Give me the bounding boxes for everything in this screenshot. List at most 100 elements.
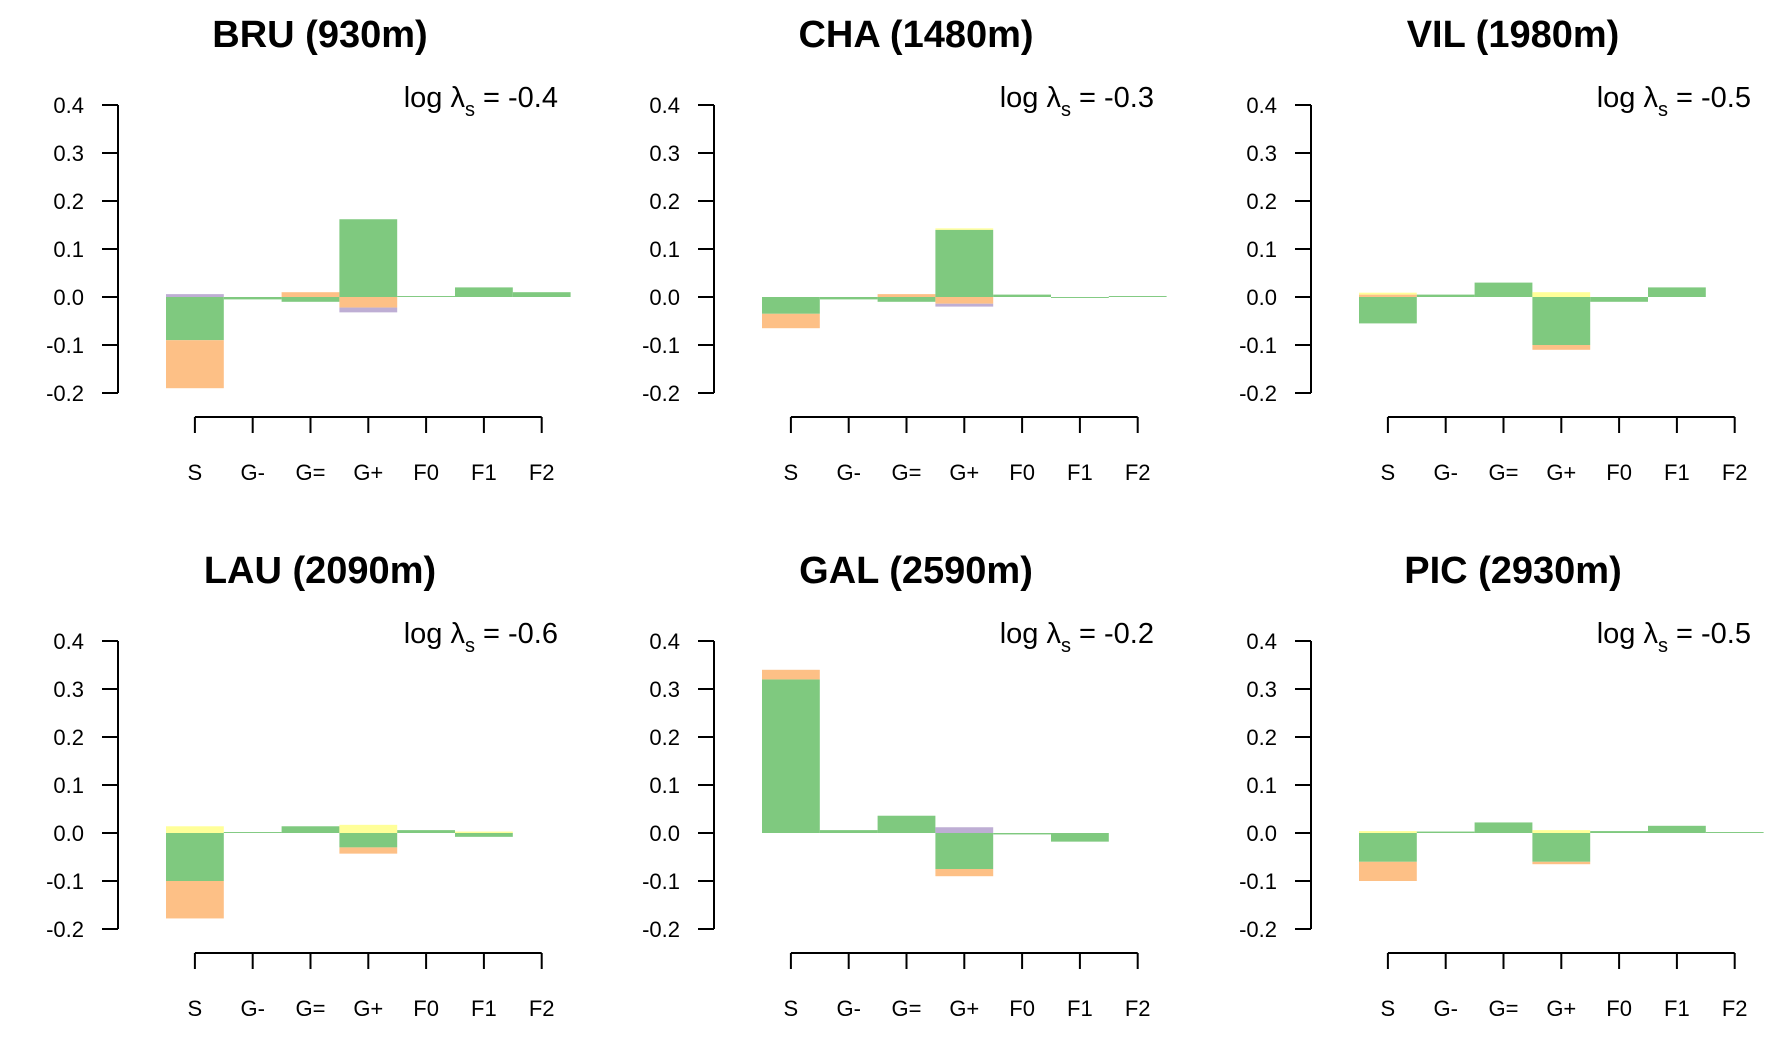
bar-green-G+ bbox=[339, 219, 398, 297]
x-tick-label: S bbox=[1381, 996, 1396, 1021]
y-tick-label: 0.1 bbox=[53, 773, 84, 798]
bar-green-G= bbox=[877, 297, 936, 302]
lambda-prefix: log λ bbox=[404, 618, 466, 650]
lambda-subscript: s bbox=[1061, 635, 1071, 657]
x-tick-label: G= bbox=[296, 996, 326, 1021]
x-tick-label: G= bbox=[1489, 996, 1519, 1021]
bar-green-S bbox=[762, 679, 820, 833]
y-tick-label: 0.0 bbox=[649, 285, 680, 310]
x-tick-label: F2 bbox=[529, 996, 555, 1021]
x-tick-label: F1 bbox=[471, 996, 497, 1021]
bar-orange-S bbox=[1359, 861, 1417, 881]
bar-green-F1 bbox=[455, 833, 513, 837]
y-tick-label: -0.1 bbox=[642, 333, 680, 358]
bar-yellow-F1 bbox=[455, 831, 513, 833]
bar-orange-G+ bbox=[339, 297, 398, 308]
bar-green-F1 bbox=[1051, 297, 1109, 298]
x-tick-label: F1 bbox=[1067, 460, 1093, 485]
y-tick-label: 0.4 bbox=[1246, 629, 1277, 654]
bar-green-G+ bbox=[935, 229, 994, 297]
panel-0: BRU (930m) log λs = -0.4 0.4 0.3 0.2 0.1 0.0 -0… bbox=[46, 14, 571, 485]
x-tick-label: G- bbox=[836, 996, 860, 1021]
y-tick-label: 0.0 bbox=[53, 821, 84, 846]
y-tick-label: 0.0 bbox=[1246, 285, 1277, 310]
bar-green-G+ bbox=[935, 833, 994, 869]
lambda-value: = -0.2 bbox=[1071, 618, 1154, 650]
bar-yellow-S bbox=[166, 826, 224, 833]
y-tick-label: 0.3 bbox=[1246, 677, 1277, 702]
bar-orange-G+ bbox=[339, 847, 398, 854]
x-tick-label: F0 bbox=[1606, 996, 1632, 1021]
x-tick-label: F1 bbox=[1664, 996, 1690, 1021]
lambda-subscript: s bbox=[1658, 99, 1668, 121]
panel-3: LAU (2090m) log λs = -0.6 0.4 0.3 0.2 0.1 0.0 -… bbox=[46, 550, 558, 1021]
bar-yellow-G+ bbox=[339, 824, 398, 833]
bar-orange-S bbox=[762, 669, 820, 680]
x-tick-label: G+ bbox=[949, 460, 979, 485]
lambda-value: = -0.3 bbox=[1071, 82, 1154, 114]
y-tick-label: 0.4 bbox=[1246, 93, 1277, 118]
y-tick-label: -0.2 bbox=[642, 917, 680, 942]
lambda-prefix: log λ bbox=[404, 82, 466, 114]
x-tick-label: S bbox=[1381, 460, 1396, 485]
x-tick-label: S bbox=[784, 460, 799, 485]
bar-yellow-G+ bbox=[935, 228, 994, 230]
bar-yellow-S bbox=[1359, 292, 1417, 295]
bar-orange-G+ bbox=[1532, 345, 1591, 350]
bar-orange-S bbox=[166, 340, 224, 389]
bar-purple-S bbox=[166, 294, 224, 297]
panel-4: GAL (2590m) log λs = -0.2 0.4 0.3 0.2 0.1 0.0 -… bbox=[642, 550, 1154, 1021]
y-tick-label: -0.2 bbox=[642, 381, 680, 406]
lambda-subscript: s bbox=[465, 635, 475, 657]
x-tick-label: G- bbox=[836, 460, 860, 485]
y-tick-label: 0.1 bbox=[649, 237, 680, 262]
bar-green-S bbox=[1359, 297, 1417, 324]
panel-title: CHA (1480m) bbox=[798, 14, 1033, 56]
y-tick-label: -0.1 bbox=[1239, 869, 1277, 894]
bar-green-F1 bbox=[1648, 287, 1706, 297]
bar-green-F0 bbox=[1590, 297, 1648, 302]
bar-green-F0 bbox=[397, 830, 455, 833]
x-tick-label: F0 bbox=[1009, 460, 1035, 485]
x-tick-label: G= bbox=[1489, 460, 1519, 485]
x-tick-label: G- bbox=[240, 460, 264, 485]
x-tick-label: F2 bbox=[1722, 996, 1748, 1021]
lambda-value: = -0.5 bbox=[1668, 618, 1751, 650]
y-tick-label: 0.4 bbox=[649, 93, 680, 118]
bar-green-G= bbox=[1474, 822, 1533, 833]
x-tick-label: F2 bbox=[1125, 996, 1151, 1021]
bar-purple-G+ bbox=[339, 307, 398, 313]
bar-green-S bbox=[1359, 833, 1417, 862]
y-tick-label: 0.2 bbox=[1246, 189, 1277, 214]
x-tick-label: G+ bbox=[949, 996, 979, 1021]
panel-1: CHA (1480m) log λs = -0.3 0.4 0.3 0.2 0.1 0.0 -… bbox=[642, 14, 1167, 485]
panel-title: VIL (1980m) bbox=[1407, 14, 1620, 56]
x-tick-label: F0 bbox=[1606, 460, 1632, 485]
x-tick-label: G+ bbox=[1546, 460, 1576, 485]
bar-green-F0 bbox=[993, 833, 1051, 835]
bar-purple-G+ bbox=[935, 827, 994, 833]
lambda-subscript: s bbox=[1061, 99, 1071, 121]
bar-green-G= bbox=[281, 297, 340, 302]
y-tick-label: -0.2 bbox=[46, 917, 84, 942]
bar-green-F0 bbox=[1590, 831, 1648, 833]
lambda-prefix: log λ bbox=[1597, 618, 1659, 650]
x-tick-label: G+ bbox=[1546, 996, 1576, 1021]
bar-yellow-S bbox=[1359, 831, 1417, 833]
bar-green-G- bbox=[223, 832, 282, 833]
bar-green-S bbox=[762, 297, 820, 314]
bar-green-F1 bbox=[1648, 825, 1706, 833]
bar-green-F1 bbox=[455, 287, 513, 297]
bar-purple-G+ bbox=[935, 303, 994, 307]
lambda-value: = -0.6 bbox=[475, 618, 558, 650]
lambda-annotation: log λs = -0.5 bbox=[1597, 618, 1751, 657]
y-tick-label: 0.2 bbox=[649, 189, 680, 214]
y-tick-label: 0.3 bbox=[53, 677, 84, 702]
x-tick-label: G= bbox=[892, 996, 922, 1021]
y-tick-label: -0.1 bbox=[46, 869, 84, 894]
x-tick-label: F1 bbox=[471, 460, 497, 485]
bar-green-G- bbox=[1416, 294, 1475, 297]
bar-green-F0 bbox=[993, 294, 1051, 297]
lambda-subscript: s bbox=[1658, 635, 1668, 657]
